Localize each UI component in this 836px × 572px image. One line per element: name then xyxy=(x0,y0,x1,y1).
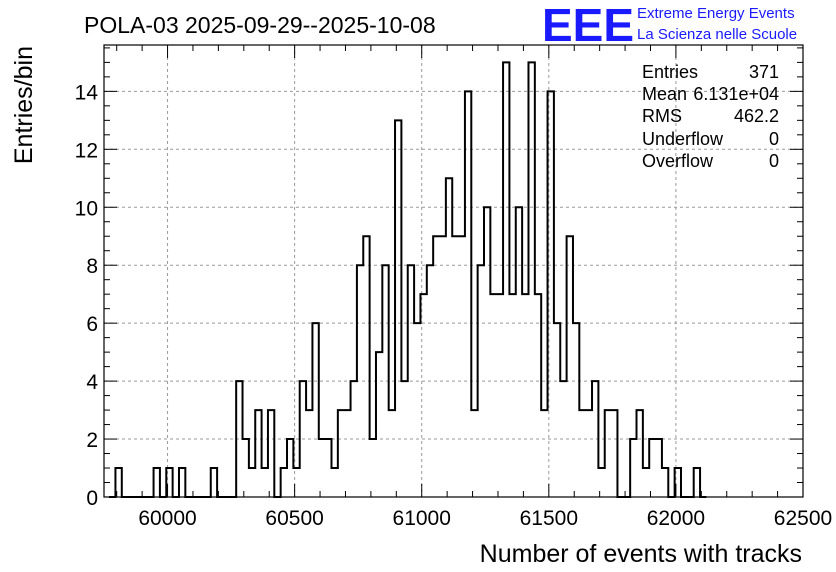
stats-underflow-label: Underflow xyxy=(642,129,724,149)
histogram-bin xyxy=(490,294,496,497)
histogram-outline xyxy=(109,61,707,498)
histogram-bin xyxy=(319,439,325,497)
histogram-bin xyxy=(344,410,350,497)
stats-underflow-value: 0 xyxy=(769,129,779,149)
histogram-bin xyxy=(433,236,439,497)
chart-title: POLA-03 2025-09-29--2025-10-08 xyxy=(84,12,436,38)
histogram-bin xyxy=(370,439,376,497)
y-tick-label: 4 xyxy=(86,371,98,394)
eee-logo: EEE Extreme Energy Events La Scienza nel… xyxy=(542,0,797,51)
histogram-bin xyxy=(262,468,268,497)
x-tick-label: 60000 xyxy=(138,507,196,530)
stats-entries-label: Entries xyxy=(642,62,698,82)
y-tick-labels: 0 2 4 6 8 10 12 14 xyxy=(75,81,99,510)
stats-overflow-value: 0 xyxy=(769,151,779,171)
histogram-bin xyxy=(459,236,465,497)
histogram-bin xyxy=(579,410,585,497)
stats-rms-value: 462.2 xyxy=(734,106,779,126)
y-tick-label: 2 xyxy=(86,429,98,452)
x-tick-label: 61500 xyxy=(520,507,578,530)
y-axis-label: Entries/bin xyxy=(10,46,38,164)
x-tick-label: 62500 xyxy=(774,507,832,530)
histogram-bin xyxy=(643,468,649,497)
stats-mean-value: 6.131e+04 xyxy=(693,84,779,104)
histogram-bin xyxy=(306,410,312,497)
histogram-bin xyxy=(452,236,458,497)
histogram-bin xyxy=(509,294,515,497)
plot-frame xyxy=(103,44,804,498)
x-tick-label: 61000 xyxy=(393,507,451,530)
histogram-bin xyxy=(522,294,528,497)
stats-box: Entries 371 Mean 6.131e+04 RMS 462.2 Und… xyxy=(642,62,779,171)
axes xyxy=(103,44,804,498)
histogram-bin xyxy=(331,468,337,497)
eee-logo-line1: Extreme Energy Events xyxy=(637,5,795,22)
stats-mean-label: Mean xyxy=(642,84,687,104)
x-axis-label: Number of events with tracks xyxy=(480,540,802,568)
histogram-bin xyxy=(497,294,503,497)
histogram-bin xyxy=(586,410,592,497)
stats-entries-value: 371 xyxy=(749,62,779,82)
histogram-bin xyxy=(414,323,420,497)
eee-logo-mark: EEE xyxy=(542,0,634,51)
grid-lines xyxy=(104,45,803,497)
y-tick-label: 0 xyxy=(86,487,98,510)
y-tick-label: 12 xyxy=(75,139,98,162)
histogram-bars xyxy=(109,61,707,498)
histogram-bin xyxy=(389,410,395,497)
histogram-bin xyxy=(440,236,446,497)
histogram-bin xyxy=(471,410,477,497)
histogram-bin xyxy=(249,468,255,497)
y-tick-label: 10 xyxy=(75,197,98,220)
stats-rms-label: RMS xyxy=(642,106,682,126)
x-tick-label: 60500 xyxy=(265,507,323,530)
eee-logo-line2: La Scienza nelle Scuole xyxy=(637,26,797,43)
y-tick-label: 14 xyxy=(75,81,99,104)
y-tick-label: 8 xyxy=(86,255,98,278)
y-tick-label: 6 xyxy=(86,313,98,336)
x-tick-label: 62000 xyxy=(647,507,705,530)
stats-overflow-label: Overflow xyxy=(642,151,714,171)
histogram-bin xyxy=(541,410,547,497)
x-tick-labels: 60000 60500 61000 61500 62000 62500 xyxy=(138,507,832,530)
